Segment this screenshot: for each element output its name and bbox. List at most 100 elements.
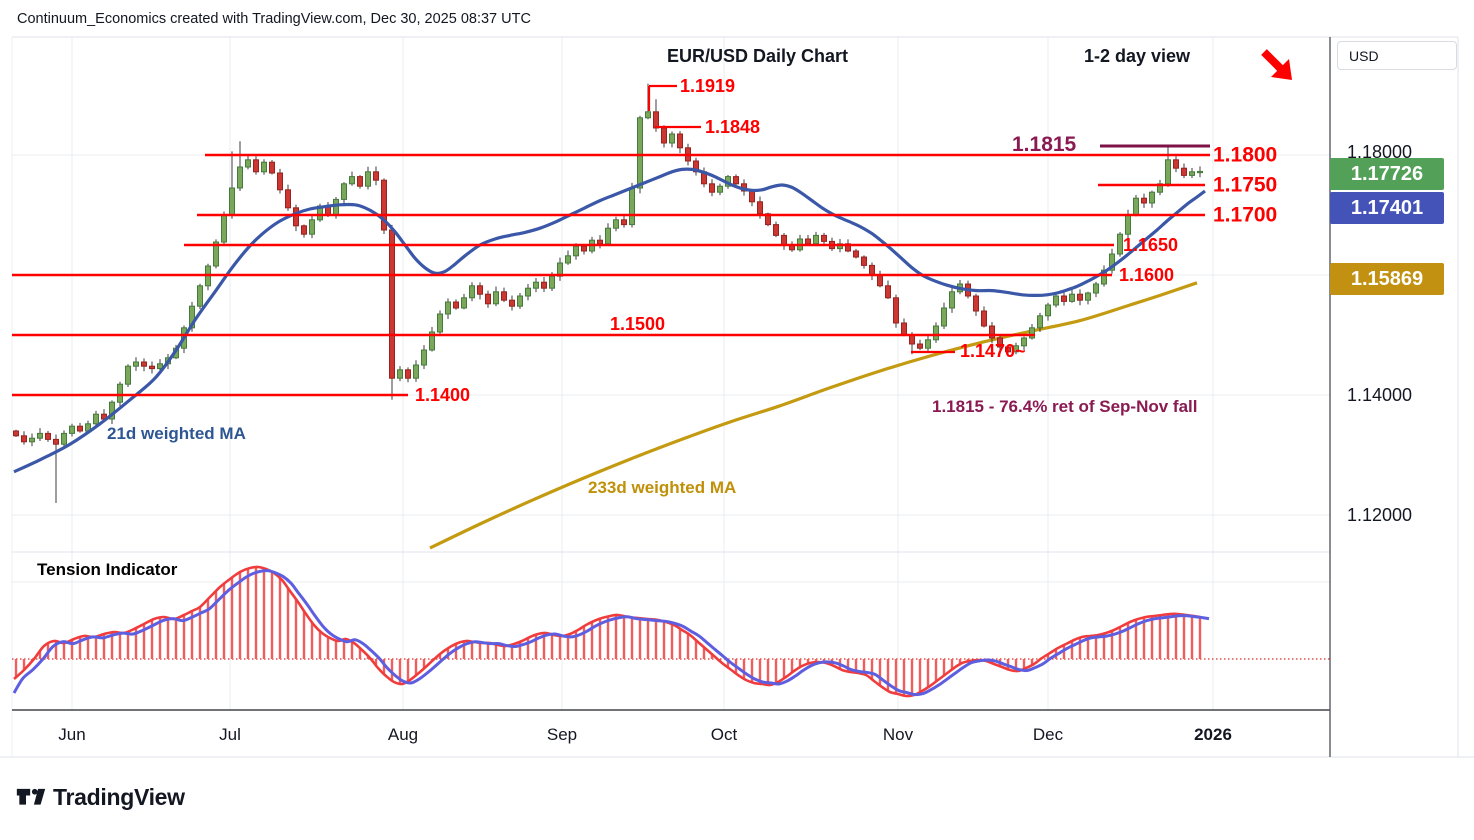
price-axis[interactable]	[1331, 72, 1460, 757]
candle-body	[405, 369, 411, 379]
candle-body	[365, 171, 371, 187]
candle-body	[493, 291, 499, 305]
candle-body	[397, 369, 403, 379]
candle-body	[261, 161, 267, 173]
tradingview-logo[interactable]: TradingView	[16, 784, 185, 811]
candle-body	[781, 234, 787, 246]
candle-body	[125, 365, 131, 385]
currency-selector-button[interactable]: USD	[1337, 41, 1457, 70]
candle-body	[821, 234, 827, 242]
candle-body	[709, 183, 715, 193]
candle-body	[1173, 159, 1179, 169]
candle-body	[677, 133, 683, 149]
candle-body	[429, 331, 435, 351]
candle-body	[717, 185, 723, 193]
candle-body	[1005, 346, 1011, 353]
candle-body	[749, 190, 755, 203]
candle-body	[453, 301, 459, 309]
candle-body	[389, 229, 395, 379]
candle-body	[477, 285, 483, 295]
candle-body	[1189, 171, 1195, 176]
candle-body	[13, 430, 19, 437]
candle-body	[157, 363, 163, 370]
candle-body	[941, 307, 947, 327]
candle-body	[485, 293, 491, 305]
candle-body	[1165, 159, 1171, 185]
candle-body	[341, 183, 347, 200]
candle-body	[525, 287, 531, 297]
candle-body	[333, 198, 339, 216]
candle-body	[869, 264, 875, 276]
candle-body	[445, 301, 451, 315]
candle-body	[773, 224, 779, 236]
candle-body	[565, 255, 571, 264]
candle-body	[693, 160, 699, 173]
candle-body	[621, 219, 627, 226]
candle-body	[21, 435, 27, 443]
candle-body	[77, 425, 83, 432]
candle-body	[541, 281, 547, 289]
candle-body	[925, 339, 931, 349]
candle-body	[853, 250, 859, 258]
tradingview-logo-text: TradingView	[53, 784, 185, 810]
candle-body	[29, 437, 35, 443]
candle-body	[293, 207, 299, 227]
candle-body	[1021, 337, 1027, 347]
candle-body	[661, 127, 667, 144]
candle-body	[573, 245, 579, 257]
candle-body	[1149, 191, 1155, 204]
candle-body	[1109, 253, 1115, 271]
candle-body	[629, 187, 635, 226]
candle-body	[373, 171, 379, 181]
candle-body	[645, 111, 651, 119]
candle-body	[669, 133, 675, 144]
candle-body	[933, 325, 939, 341]
candle-body	[605, 227, 611, 245]
candle-body	[1013, 345, 1019, 353]
candle-body	[285, 189, 291, 209]
candle-body	[597, 239, 603, 245]
candle-body	[309, 219, 315, 235]
candle-body	[245, 159, 251, 168]
candle-body	[981, 310, 987, 327]
candle-body	[509, 299, 515, 307]
candle-body	[413, 364, 419, 379]
candle-body	[549, 275, 555, 289]
ma233-line	[429, 281, 1198, 550]
candle-body	[813, 234, 819, 245]
candle-body	[189, 305, 195, 329]
candle-body	[1085, 292, 1091, 301]
candle-body	[381, 179, 387, 231]
candle-body	[61, 432, 67, 445]
candle-body	[437, 313, 443, 333]
candle-body	[909, 334, 915, 345]
candle-body	[1141, 197, 1147, 204]
candle-body	[149, 365, 155, 370]
candle-body	[1117, 233, 1123, 255]
ma21-line	[13, 167, 1206, 474]
candle-body	[1037, 315, 1043, 329]
candle-body	[1061, 295, 1067, 302]
candle-body	[213, 241, 219, 267]
candle-body	[1069, 293, 1075, 302]
candle-body	[1133, 197, 1139, 216]
candle-body	[53, 438, 59, 445]
candle-body	[253, 159, 259, 173]
candle-body	[349, 176, 355, 185]
candle-body	[1197, 170, 1203, 174]
time-axis[interactable]	[12, 712, 1330, 757]
candle-body	[357, 176, 363, 187]
candle-body	[517, 295, 523, 307]
candle-body	[301, 225, 307, 235]
candle-body	[1053, 295, 1059, 306]
header-credit: Continuum_Economics created with Trading…	[17, 11, 531, 27]
candle-body	[973, 295, 979, 312]
candle-body	[69, 425, 75, 434]
candle-body	[1045, 304, 1051, 317]
candle-body	[885, 285, 891, 299]
candle-body	[997, 337, 1003, 348]
candle-body	[277, 172, 283, 191]
candle-body	[949, 291, 955, 309]
